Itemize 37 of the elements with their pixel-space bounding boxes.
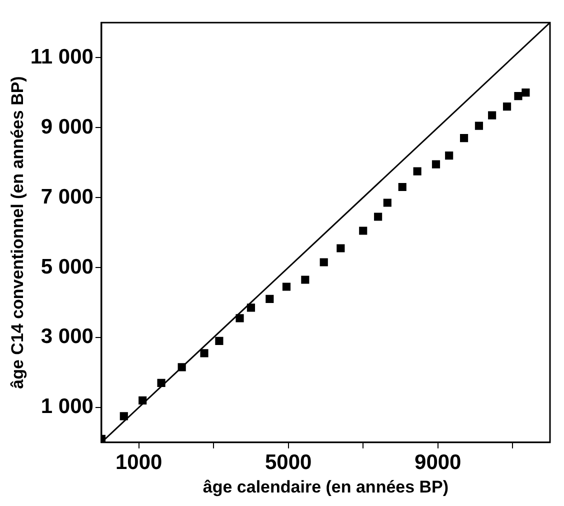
x-axis-title: âge calendaire (en années BP) — [202, 477, 449, 496]
y-tick-label: 7 000 — [40, 185, 94, 208]
x-tick-label: 9000 — [414, 450, 462, 474]
point — [374, 212, 382, 221]
point — [488, 111, 496, 120]
point — [460, 134, 468, 142]
x-tick-label: 1000 — [115, 450, 162, 474]
point — [266, 294, 274, 304]
point — [514, 92, 522, 100]
y-tick-label: 1 000 — [40, 395, 94, 418]
point — [246, 304, 256, 312]
y-tick-label: 5 000 — [40, 255, 94, 278]
point — [398, 182, 406, 192]
point — [282, 282, 291, 291]
point — [445, 152, 454, 160]
point — [236, 314, 244, 322]
y-axis-title: âge C14 conventionnel (en années BP) — [8, 76, 27, 389]
x-tick-label: 5000 — [265, 450, 312, 474]
point — [178, 363, 186, 372]
point — [413, 167, 422, 176]
point — [474, 122, 484, 130]
point — [502, 102, 512, 111]
point — [432, 160, 440, 168]
point — [359, 226, 368, 235]
point — [320, 258, 328, 266]
point — [157, 378, 166, 387]
point — [301, 276, 310, 284]
point — [120, 412, 128, 420]
y-tick-label: 3 000 — [40, 325, 94, 348]
point — [215, 336, 224, 345]
y-tick-label: 11 000 — [30, 45, 94, 68]
y-tick-label: 9 000 — [40, 115, 94, 138]
point — [336, 244, 345, 252]
point — [383, 198, 392, 207]
point — [200, 349, 208, 358]
point — [522, 88, 530, 97]
point — [138, 396, 147, 404]
